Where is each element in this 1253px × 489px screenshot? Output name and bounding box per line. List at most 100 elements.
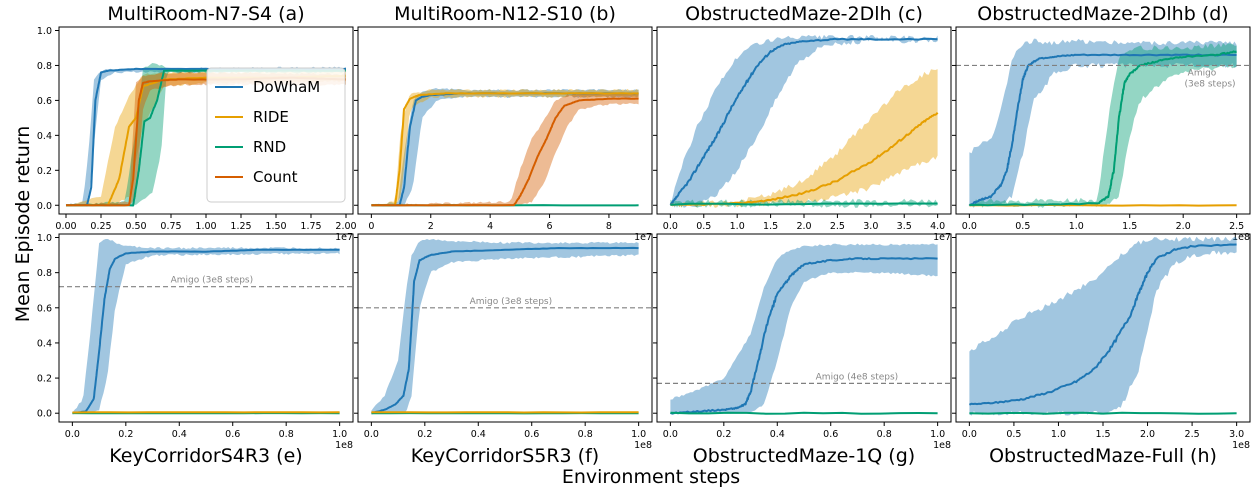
x-tick-label-5-1: 0.2 (417, 429, 432, 440)
y-tick-label-0-1: 0.2 (37, 166, 52, 177)
band-ride-2 (670, 69, 938, 208)
x-tick-label-0-2: 0.50 (125, 221, 146, 232)
band-dowham-0 (66, 66, 346, 206)
x-tick-label-3-1: 0.5 (1015, 221, 1030, 232)
reference-label-4: Amigo (3e8 steps) (171, 276, 254, 286)
x-tick-label-0-0: 0.00 (55, 221, 76, 232)
band-dowham-2 (670, 34, 938, 208)
y-tick-label-4-3: 0.6 (37, 303, 52, 314)
band-count-1 (371, 92, 639, 207)
panel-title-5: KeyCorridorS5R3 (f) (411, 445, 599, 467)
legend-label-count: Count (253, 168, 298, 186)
x-tick-label-1-4: 8 (606, 221, 612, 232)
band-rnd-3 (969, 42, 1237, 208)
x-tick-label-2-4: 2.0 (796, 221, 811, 232)
x-tick-label-4-1: 0.2 (118, 429, 133, 440)
x-exponent-5: 1e8 (634, 440, 652, 451)
x-tick-label-6-1: 0.2 (716, 429, 731, 440)
x-tick-label-2-3: 1.5 (763, 221, 778, 232)
y-tick-label-0-0: 0.0 (37, 201, 52, 212)
legend-label-ride: RIDE (253, 108, 289, 126)
x-tick-label-7-1: 0.5 (1006, 429, 1021, 440)
line-dowham-2 (669, 37, 938, 206)
plot-area-5 (371, 239, 639, 415)
x-exponent-3: 1e8 (1232, 232, 1250, 243)
line-dowham-3 (968, 53, 1237, 207)
panel-title-7: ObstructedMaze-Full (h) (989, 445, 1217, 467)
x-tick-label-1-1: 2 (428, 221, 434, 232)
x-exponent-4: 1e8 (335, 440, 353, 451)
x-exponent-6: 1e8 (933, 440, 951, 451)
panel-7: 0.0 0.5 1.0 1.5 2.0 2.5 3.01e8ObstructedMaze-F… (952, 233, 1251, 467)
y-tick-label-4-4: 0.8 (37, 268, 52, 279)
x-exponent-0: 1e7 (335, 232, 353, 243)
x-tick-label-6-4: 0.8 (877, 429, 892, 440)
band-dowham-5 (371, 239, 639, 414)
y-tick-label-0-3: 0.6 (37, 96, 52, 107)
x-tick-label-2-5: 2.5 (830, 221, 845, 232)
x-tick-label-0-7: 1.75 (300, 221, 321, 232)
reference-sublabel-3: (3e8 steps) (1184, 79, 1235, 89)
x-tick-label-2-8: 4.0 (930, 221, 945, 232)
panel-4: Amigo (3e8 steps)0.0 0.2 0.4 0.6 0.8 1.01e80.… (37, 233, 354, 467)
panels: 0.00 0.25 0.50 0.75 1.00 1.25 1.50 1.75 2.001e70… (37, 3, 1251, 467)
x-tick-label-5-2: 0.4 (471, 429, 486, 440)
x-tick-label-4-5: 1.0 (332, 429, 347, 440)
line-ride-1 (371, 92, 639, 207)
x-tick-label-3-3: 1.5 (1122, 221, 1137, 232)
x-tick-label-0-6: 1.50 (265, 221, 286, 232)
axes-frame-3 (955, 26, 1251, 215)
line-rnd-6 (670, 411, 938, 415)
y-tick-label-4-0: 0.0 (37, 409, 52, 420)
panel-title-6: ObstructedMaze-1Q (g) (693, 445, 915, 467)
x-tick-label-6-3: 0.6 (823, 429, 838, 440)
x-tick-label-2-1: 0.5 (696, 221, 711, 232)
plot-area-4 (72, 239, 340, 415)
x-tick-label-7-4: 2.0 (1140, 429, 1155, 440)
x-tick-label-0-8: 2.00 (335, 221, 356, 232)
axes-frame-1 (357, 26, 653, 215)
x-tick-label-7-5: 2.5 (1185, 429, 1200, 440)
x-tick-label-0-5: 1.25 (230, 221, 251, 232)
x-tick-label-3-5: 2.5 (1229, 221, 1244, 232)
plot-area-1 (371, 88, 639, 207)
legend-label-rnd: RND (253, 138, 286, 156)
line-ride-2 (670, 112, 939, 206)
line-rnd-3 (969, 50, 1237, 207)
x-exponent-1: 1e7 (634, 232, 652, 243)
panel-title-1: MultiRoom-N12-S10 (b) (394, 3, 616, 25)
x-tick-label-1-0: 0 (368, 221, 374, 232)
x-tick-label-2-2: 1.0 (730, 221, 745, 232)
panel-title-4: KeyCorridorS4R3 (e) (109, 445, 302, 467)
panel-title-0: MultiRoom-N7-S4 (a) (107, 3, 304, 25)
plot-area-2 (669, 34, 939, 208)
x-exponent-7: 1e8 (1232, 440, 1250, 451)
panel-1: 0 2 4 6 8 1e7 MultiRoom-N12-S10 (b) (354, 3, 653, 243)
line-rnd-2 (670, 202, 938, 206)
x-tick-label-7-2: 1.0 (1051, 429, 1066, 440)
band-rnd-0 (66, 63, 346, 207)
x-tick-label-6-0: 0.0 (663, 429, 678, 440)
x-tick-label-5-0: 0.0 (364, 429, 379, 440)
reference-label-3: Amigo (1188, 68, 1217, 78)
figure-xlabel: Environment steps (562, 466, 740, 488)
line-dowham-4 (72, 248, 340, 415)
band-dowham-3 (969, 38, 1237, 208)
panel-title-2: ObstructedMaze-2Dlh (c) (685, 3, 923, 25)
x-tick-label-3-4: 2.0 (1176, 221, 1191, 232)
band-ride-0 (66, 70, 346, 207)
line-dowham-7 (968, 243, 1237, 406)
plot-area-6 (670, 243, 938, 415)
x-tick-label-0-3: 0.75 (160, 221, 181, 232)
line-count-1 (371, 97, 639, 207)
band-dowham-6 (670, 243, 938, 415)
x-tick-label-3-0: 0.0 (962, 221, 977, 232)
x-tick-label-1-2: 4 (487, 221, 493, 232)
legend-label-dowham: DoWhaM (253, 78, 320, 96)
